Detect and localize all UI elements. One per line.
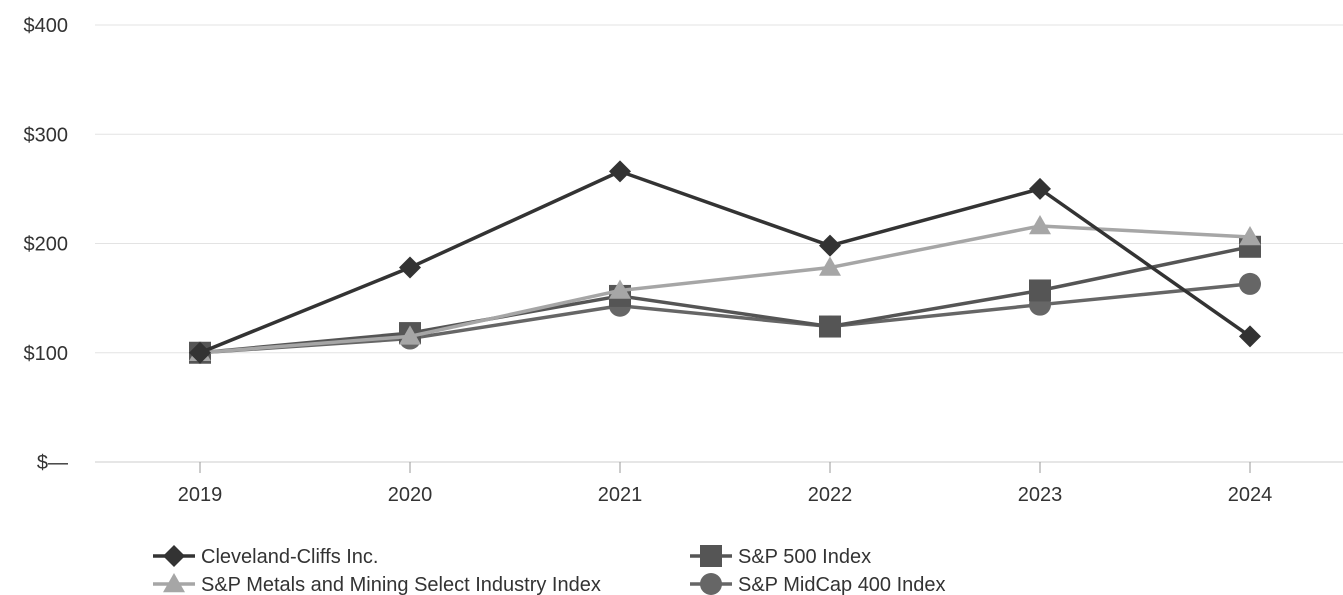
triangle-marker [1029, 215, 1051, 235]
y-tick-label: $400 [24, 15, 69, 37]
series-line [199, 169, 1252, 355]
series-lines [189, 160, 1261, 364]
x-tick-label: 2022 [808, 484, 853, 506]
grid-lines [95, 24, 1343, 463]
legend-item: S&P 500 Index [690, 545, 871, 568]
diamond-marker [399, 256, 421, 279]
diamond-marker [1239, 325, 1261, 348]
x-tick-label: 2021 [598, 484, 643, 506]
legend: Cleveland-Cliffs Inc. S&P 500 Index S&P Me… [153, 545, 946, 595]
circle-marker [1239, 272, 1261, 295]
y-tick-label: $100 [24, 343, 69, 365]
x-tick-label: 2020 [388, 484, 433, 506]
legend-label: S&P Metals and Mining Select Industry In… [201, 574, 601, 595]
triangle-marker [399, 325, 421, 345]
legend-item: S&P MidCap 400 Index [690, 573, 946, 595]
diamond-marker [1029, 177, 1051, 200]
square-marker [819, 315, 841, 338]
legend-item: Cleveland-Cliffs Inc. [153, 545, 378, 568]
diamond-marker [163, 545, 185, 567]
legend-label: S&P MidCap 400 Index [738, 574, 946, 595]
diamond-marker [819, 234, 841, 257]
series-line [199, 245, 1251, 355]
triangle-marker [1239, 225, 1261, 246]
circle-marker [700, 573, 722, 595]
legend-item: S&P Metals and Mining Select Industry In… [153, 573, 601, 595]
x-tick-label: 2019 [178, 484, 223, 506]
x-axis-ticks: 2019 2020 2021 2022 2023 2024 [178, 462, 1273, 506]
triangle-marker [163, 573, 185, 593]
square-marker [700, 545, 722, 567]
diamond-marker [189, 341, 211, 364]
x-tick-label: 2024 [1228, 484, 1273, 506]
y-tick-label: $— [37, 452, 68, 474]
series-3 [189, 272, 1261, 364]
series-line [199, 282, 1251, 355]
series-0 [189, 160, 1261, 364]
y-tick-label: $300 [24, 124, 69, 146]
x-tick-label: 2023 [1018, 484, 1063, 506]
legend-label: S&P 500 Index [738, 546, 871, 568]
series-line [199, 224, 1251, 355]
triangle-marker [819, 256, 841, 276]
y-tick-label: $200 [24, 234, 69, 256]
y-axis-ticks: $— $100 $200 $300 $400 [24, 15, 69, 474]
square-marker [1029, 279, 1051, 302]
diamond-marker [609, 160, 631, 183]
legend-label: Cleveland-Cliffs Inc. [201, 546, 378, 568]
triangle-marker [609, 279, 631, 299]
